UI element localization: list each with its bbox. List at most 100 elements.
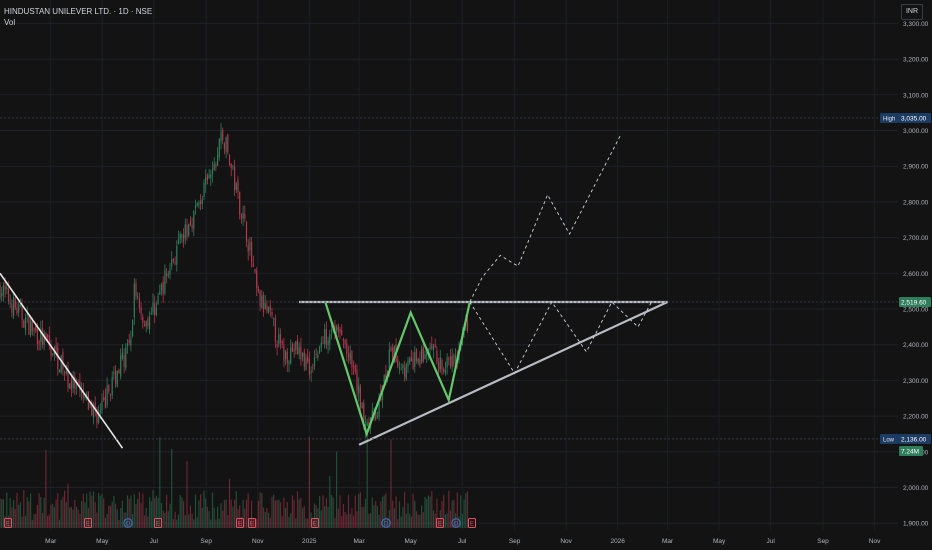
- candle-body: [300, 346, 302, 360]
- candle-body: [215, 164, 217, 168]
- volume-bar: [60, 499, 62, 528]
- volume-bar: [169, 503, 171, 528]
- candle-body: [278, 334, 280, 345]
- volume-bar: [441, 501, 443, 528]
- candle-body: [325, 329, 327, 346]
- volume-bar: [203, 490, 205, 528]
- volume-bar: [295, 518, 297, 528]
- volume-bar: [291, 495, 293, 528]
- candle-body: [415, 349, 418, 362]
- candle-body: [235, 182, 237, 190]
- earnings-marker-box: [436, 518, 444, 528]
- volume-bar: [242, 499, 244, 528]
- volume-bar: [94, 502, 96, 528]
- symbol-title: HINDUSTAN UNILEVER LTD. · 1D · NSE: [4, 7, 153, 16]
- candle-body: [43, 333, 45, 345]
- low-badge: Low 2,136.00: [880, 433, 931, 444]
- volume-bar: [264, 511, 266, 528]
- volume-bar: [438, 518, 440, 528]
- candle-body: [269, 305, 271, 310]
- volume-bar: [324, 506, 326, 528]
- candle-body: [327, 340, 329, 346]
- candle-body: [228, 154, 231, 165]
- event-marker[interactable]: D: [381, 518, 391, 528]
- candle-body: [135, 283, 137, 297]
- event-marker[interactable]: E: [4, 518, 12, 528]
- event-marker[interactable]: D: [123, 518, 133, 528]
- event-marker[interactable]: E: [311, 518, 319, 528]
- candle-body: [154, 303, 156, 316]
- x-tick-label: Sep: [817, 538, 829, 545]
- volume-bar: [407, 503, 409, 528]
- volume-bar: [288, 517, 290, 528]
- candle-body: [264, 302, 266, 309]
- volume-bar: [23, 490, 25, 528]
- candle-body: [359, 387, 361, 409]
- volume-bar: [24, 515, 27, 528]
- candle-body: [249, 241, 251, 251]
- candle-body: [354, 365, 356, 372]
- volume-bar: [276, 500, 278, 528]
- candle-body: [453, 354, 455, 365]
- volume-bar: [332, 497, 334, 528]
- event-marker[interactable]: E: [236, 518, 244, 528]
- candle-body: [69, 383, 71, 389]
- volume-bar: [337, 508, 339, 528]
- earnings-marker-box: [4, 518, 12, 528]
- current-price-badge: 2,519.60: [899, 297, 931, 308]
- currency-button[interactable]: INR: [901, 4, 923, 20]
- candle-body: [466, 319, 469, 332]
- volume-bar: [35, 513, 37, 528]
- volume-bar: [189, 505, 191, 528]
- candle-body: [262, 294, 265, 313]
- candle-body: [244, 213, 246, 219]
- event-marker[interactable]: E: [248, 518, 256, 528]
- volume-bar: [336, 451, 338, 528]
- event-marker[interactable]: E: [154, 518, 162, 528]
- candle-body: [183, 235, 185, 242]
- candle-body: [234, 166, 236, 191]
- volume-bar: [77, 509, 79, 528]
- candle-body: [320, 342, 322, 348]
- event-marker[interactable]: E: [84, 518, 92, 528]
- candle-body: [121, 352, 123, 359]
- candle-body: [35, 326, 37, 332]
- candle-body: [171, 259, 173, 266]
- volume-bar: [268, 512, 270, 528]
- candle-body: [19, 304, 21, 306]
- y-tick-label: 2,000.00: [903, 485, 929, 492]
- volume-bar: [354, 495, 356, 528]
- candle-body: [89, 402, 91, 407]
- event-marker[interactable]: E: [436, 518, 444, 528]
- volume-bar: [84, 502, 86, 528]
- candle-body: [109, 394, 112, 396]
- earnings-marker-box: [468, 518, 476, 528]
- candle-body: [208, 174, 210, 179]
- candle-body: [108, 385, 110, 392]
- candle-body: [392, 347, 394, 361]
- volume-bar: [72, 509, 74, 528]
- volume-bar: [342, 504, 344, 528]
- volume-bar: [466, 491, 469, 528]
- candle-body: [60, 355, 62, 373]
- volume-bar: [443, 494, 445, 528]
- earnings-marker-box: [84, 518, 92, 528]
- event-marker[interactable]: D: [451, 518, 461, 528]
- candle-body: [2, 285, 4, 296]
- volume-bar: [7, 515, 10, 528]
- volume-bar: [334, 517, 336, 528]
- candle-body: [407, 360, 409, 367]
- volume-bar: [57, 493, 59, 528]
- volume-bar: [414, 500, 416, 528]
- candle-body: [245, 221, 248, 242]
- volume-bar: [198, 500, 200, 528]
- x-tick-label: Nov: [560, 538, 572, 545]
- event-marker[interactable]: E: [468, 518, 476, 528]
- y-tick-label: 2,500.00: [903, 307, 929, 314]
- volume-bar: [99, 495, 101, 528]
- volume-bar: [431, 491, 433, 528]
- volume-bar: [98, 492, 100, 528]
